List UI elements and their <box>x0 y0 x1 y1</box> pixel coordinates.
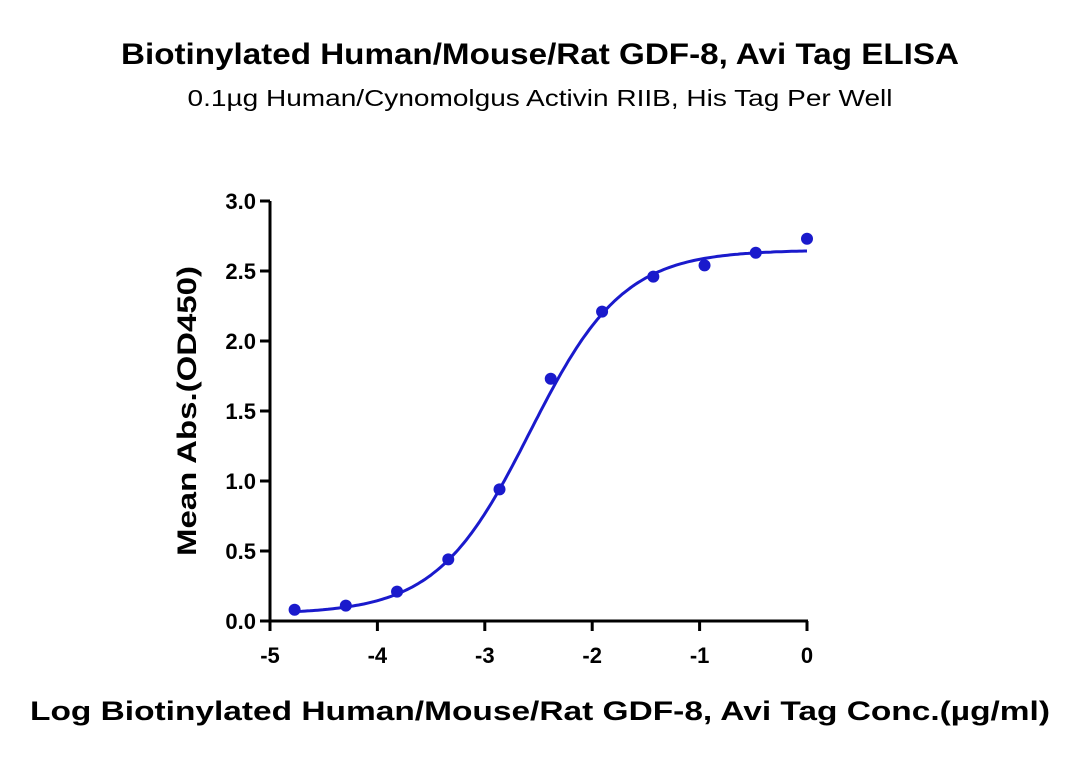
y-tick-label: 0.5 <box>225 539 256 564</box>
data-point <box>698 259 711 272</box>
y-tick-label: 1.5 <box>225 399 256 424</box>
data-point <box>391 585 404 598</box>
y-tick-label: 3.0 <box>225 189 256 214</box>
axes: -5 -4 -3 -2 -1 0 0.0 0.5 1.0 1.5 2.0 2.5 3.0 <box>225 189 813 668</box>
data-point <box>544 372 557 385</box>
chart-title: Biotinylated Human/Mouse/Rat GDF-8, Avi … <box>121 38 959 71</box>
x-tick-label: -2 <box>582 643 602 668</box>
y-tick-label: 2.5 <box>225 259 256 284</box>
x-tick-label: 0 <box>801 643 813 668</box>
y-tick-label: 2.0 <box>225 329 256 354</box>
x-tick-label: -1 <box>690 643 710 668</box>
data-point <box>647 270 660 283</box>
data-point <box>596 305 609 318</box>
chart-subtitle: 0.1µg Human/Cynomolgus Activin RIIB, His… <box>188 85 893 111</box>
x-tick-label: -3 <box>475 643 495 668</box>
fit-curve <box>294 249 807 614</box>
data-points <box>288 232 813 616</box>
x-tick-label: -5 <box>260 643 280 668</box>
y-tick-label: 0.0 <box>225 609 256 634</box>
x-tick-label: -4 <box>368 643 388 668</box>
x-axis-label: Log Biotinylated Human/Mouse/Rat GDF-8, … <box>30 696 1050 726</box>
y-tick-label: 1.0 <box>225 469 256 494</box>
data-point <box>442 553 455 566</box>
data-point <box>339 599 352 612</box>
data-point <box>801 232 813 245</box>
data-point <box>493 483 506 496</box>
y-axis-label: Mean Abs.(OD450) <box>172 266 202 556</box>
data-point <box>288 603 301 616</box>
data-point <box>749 246 762 259</box>
